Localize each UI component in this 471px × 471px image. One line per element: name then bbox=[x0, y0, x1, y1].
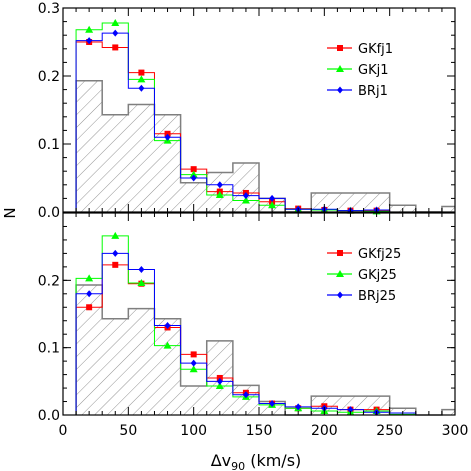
legend-marker bbox=[337, 291, 343, 299]
observed-hatch-area bbox=[76, 285, 456, 415]
data-point-marker bbox=[85, 274, 94, 282]
data-point-marker bbox=[242, 391, 249, 399]
legend-label: GKfj25 bbox=[358, 247, 401, 262]
data-point-marker bbox=[189, 365, 198, 373]
data-point-marker bbox=[137, 279, 146, 287]
y-tick-label: 0.2 bbox=[38, 273, 60, 289]
legend: GKfj1 GKj1 BRj1 bbox=[327, 42, 393, 99]
y-tick-label: 0.0 bbox=[38, 205, 60, 221]
data-point-marker bbox=[85, 25, 94, 33]
data-point-marker bbox=[112, 44, 119, 51]
x-tick-label: 0 bbox=[59, 423, 68, 439]
data-point-marker bbox=[138, 266, 145, 274]
legend-label: BRj25 bbox=[358, 289, 396, 304]
legend-label: GKj1 bbox=[358, 63, 388, 78]
y-tick-label: 0.1 bbox=[38, 341, 60, 357]
data-point-marker bbox=[215, 191, 224, 198]
x-tick-label: 200 bbox=[311, 423, 338, 439]
data-point-marker bbox=[241, 196, 250, 204]
data-point-marker bbox=[111, 231, 120, 239]
y-tick-label: 0.3 bbox=[38, 1, 60, 17]
data-point-marker bbox=[112, 29, 119, 37]
panel-top: 0.0 0.1 0.2 0.3 GKfj1 GKj1 BRj1 bbox=[38, 1, 456, 221]
data-point-marker bbox=[138, 69, 145, 76]
x-axis-label: Δv90 (km/s) bbox=[211, 451, 302, 471]
data-point-marker bbox=[111, 18, 120, 26]
x-tick-label: 100 bbox=[180, 423, 207, 439]
legend-marker bbox=[337, 250, 343, 256]
y-axis-label: N bbox=[1, 207, 19, 218]
x-tick-label: 250 bbox=[376, 423, 403, 439]
data-point-marker bbox=[268, 201, 277, 209]
data-point-marker bbox=[269, 194, 276, 202]
data-point-marker bbox=[216, 181, 223, 189]
legend-marker bbox=[337, 86, 343, 94]
data-point-marker bbox=[190, 174, 197, 182]
legend-marker bbox=[336, 65, 344, 72]
data-point-marker bbox=[190, 359, 197, 367]
data-point-marker bbox=[164, 321, 171, 329]
data-point-marker bbox=[269, 400, 276, 408]
legend-label: GKj25 bbox=[358, 268, 397, 283]
legend: GKfj25 GKj25 BRj25 bbox=[327, 247, 401, 304]
y-tick-label: 0.0 bbox=[38, 408, 60, 424]
legend-label: GKfj1 bbox=[358, 42, 393, 57]
data-point-marker bbox=[347, 406, 354, 414]
data-point-marker bbox=[190, 351, 197, 358]
y-tick-label: 0.2 bbox=[38, 69, 60, 85]
data-point-marker bbox=[216, 377, 223, 385]
observed-hatch-area bbox=[76, 80, 456, 212]
data-point-marker bbox=[86, 37, 93, 45]
data-point-marker bbox=[138, 84, 145, 92]
data-point-marker bbox=[164, 133, 171, 141]
data-point-marker bbox=[242, 192, 249, 200]
data-point-marker bbox=[86, 304, 93, 311]
legend-marker bbox=[336, 270, 344, 277]
observed-histogram-outline bbox=[75, 80, 455, 213]
legend-marker bbox=[337, 45, 343, 51]
data-point-marker bbox=[163, 341, 172, 349]
data-point-marker bbox=[295, 403, 302, 411]
data-point-marker bbox=[86, 290, 93, 298]
legend-label: BRj1 bbox=[358, 84, 388, 99]
x-tick-label: 150 bbox=[246, 423, 273, 439]
data-point-marker bbox=[137, 75, 146, 83]
data-point-marker bbox=[112, 261, 119, 268]
panel-bottom: 0.0 0.1 0.2 0 50 100 150 200 250 300 GKfj25 GKj25 BR… bbox=[38, 212, 469, 439]
data-point-marker bbox=[190, 166, 197, 173]
x-tick-label: 50 bbox=[119, 423, 137, 439]
data-point-marker bbox=[215, 382, 224, 390]
observed-histogram-outline bbox=[75, 284, 455, 416]
data-point-marker bbox=[112, 249, 119, 257]
y-tick-label: 0.1 bbox=[38, 137, 60, 153]
data-point-marker bbox=[189, 170, 198, 178]
x-tick-label: 300 bbox=[442, 423, 469, 439]
